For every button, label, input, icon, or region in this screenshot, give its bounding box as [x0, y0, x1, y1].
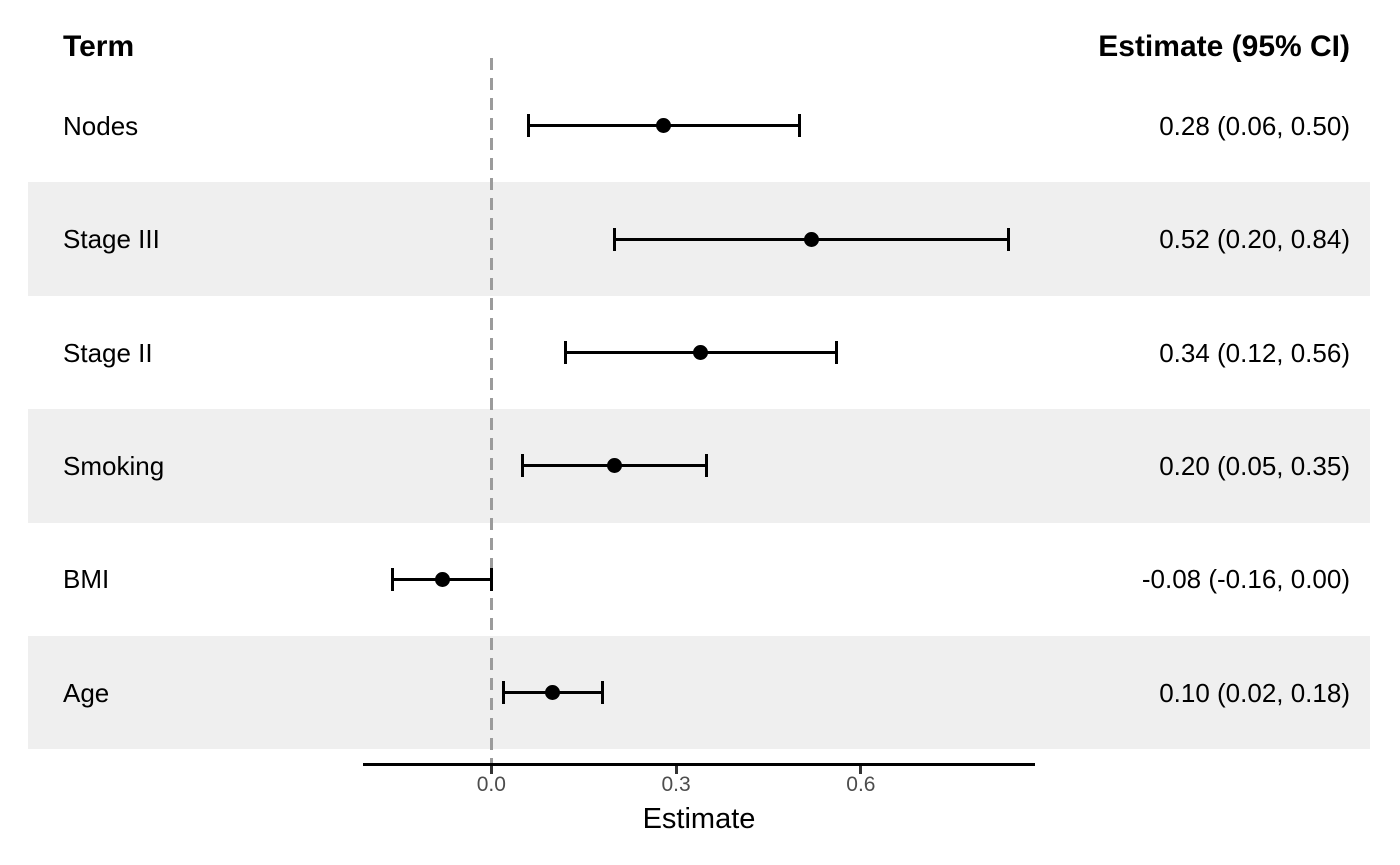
zero-reference-line — [489, 58, 493, 765]
x-axis-title: Estimate — [642, 803, 756, 835]
ci-lower-cap — [520, 454, 524, 478]
row-estimate-value: 0.10 (0.02, 0.18) — [1159, 677, 1350, 708]
ci-upper-cap — [600, 681, 604, 705]
row-term-label: Age — [63, 677, 110, 708]
ci-upper-cap — [705, 454, 709, 478]
ci-upper-cap — [489, 567, 493, 591]
ci-lower-cap — [563, 341, 567, 364]
row-estimate-value: 0.28 (0.06, 0.50) — [1159, 110, 1350, 141]
x-axis-line — [363, 763, 1035, 766]
ci-lower-cap — [526, 114, 530, 138]
row-estimate-value: 0.34 (0.12, 0.56) — [1159, 337, 1350, 368]
ci-upper-cap — [834, 341, 838, 364]
row-term-label: Stage II — [63, 337, 153, 368]
x-tick-mark — [489, 766, 493, 774]
ci-upper-cap — [797, 114, 801, 138]
point-estimate-dot — [434, 571, 450, 587]
ci-lower-cap — [391, 567, 395, 591]
x-tick-label: 0.0 — [476, 773, 506, 796]
point-estimate-dot — [607, 458, 622, 474]
row-band — [28, 636, 1370, 750]
point-estimate-dot — [656, 118, 672, 134]
point-estimate-dot — [693, 345, 709, 360]
row-term-label: Stage III — [63, 224, 160, 255]
x-tick-label: 0.6 — [846, 773, 876, 796]
row-term-label: Nodes — [63, 110, 139, 141]
point-estimate-dot — [545, 685, 561, 701]
row-estimate-value: 0.52 (0.20, 0.84) — [1159, 224, 1350, 255]
x-tick-label: 0.3 — [661, 773, 691, 796]
term-column-header: Term — [63, 30, 135, 63]
ci-lower-cap — [502, 681, 506, 705]
estimate-ci-column-header: Estimate (95% CI) — [1098, 30, 1350, 63]
x-tick-mark — [859, 766, 863, 774]
point-estimate-dot — [804, 231, 820, 247]
row-term-label: Smoking — [63, 450, 165, 481]
x-tick-mark — [674, 766, 678, 774]
ci-upper-cap — [1007, 227, 1011, 251]
row-estimate-value: -0.08 (-0.16, 0.00) — [1141, 564, 1350, 595]
row-term-label: BMI — [63, 564, 110, 595]
ci-lower-cap — [613, 227, 616, 251]
row-estimate-value: 0.20 (0.05, 0.35) — [1159, 450, 1350, 481]
